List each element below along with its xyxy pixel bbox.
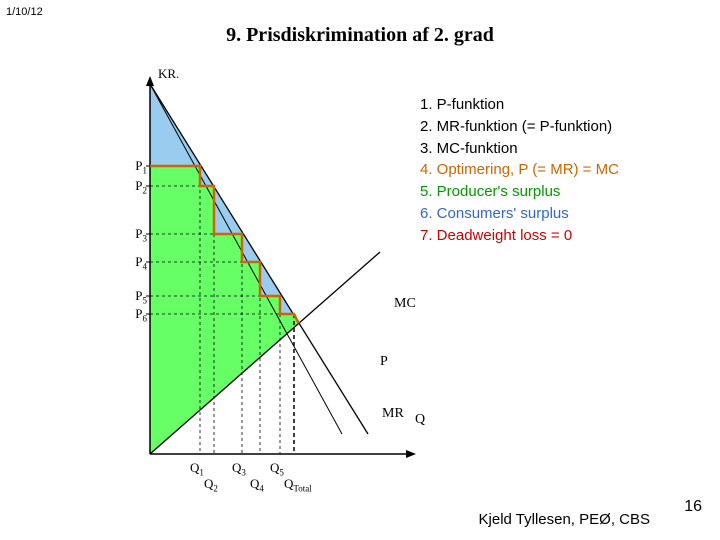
price-label-P6: P6 [135,306,147,324]
legend-row-3: 3. MC-funktion [420,138,619,160]
curve-label-MC: MC [394,296,416,312]
curve-label-P: P [380,354,388,370]
legend-row-2: 2. MR-funktion (= P-funktion) [420,116,619,138]
price-label-P4: P4 [135,254,147,272]
econ-chart [110,74,440,494]
quantity-label-Q1: Q1 [190,460,204,478]
quantity-labels: Q1Q2 Q3Q4 Q5QTotal [110,460,410,500]
quantity-label-QTotal: QTotal [284,476,312,494]
price-label-P1: P1 [135,158,147,176]
quantity-label-Q3: Q3 [232,460,246,478]
legend-row-4: 4. Optimering, P (= MR) = MC [420,159,619,181]
x-axis-label: Q [415,412,425,428]
legend-row-6: 6. Consumers' surplus [420,203,619,225]
legend-list: 1. P-funktion2. MR-funktion (= P-funktio… [420,94,619,246]
quantity-label-Q4: Q4 [250,476,264,494]
chart-container: KR. P1P2P3P4P5P6 Q1Q2Q3Q4Q5QTotal MCPMRQ [110,74,410,474]
date-label: 1/10/12 [6,6,43,18]
legend-row-1: 1. P-funktion [420,94,619,116]
quantity-label-Q2: Q2 [204,476,218,494]
price-label-P3: P3 [135,226,147,244]
price-label-P2: P2 [135,178,147,196]
price-label-P5: P5 [135,288,147,306]
page-title: 9. Prisdiskrimination af 2. grad [0,24,720,47]
legend-row-7: 7. Deadweight loss = 0 [420,225,619,247]
curve-label-MR: MR [382,406,404,422]
page-number: 16 [684,498,702,516]
legend-row-5: 5. Producer's surplus [420,181,619,203]
footer-credit: Kjeld Tyllesen, PEØ, CBS [479,511,650,528]
quantity-label-Q5: Q5 [270,460,284,478]
